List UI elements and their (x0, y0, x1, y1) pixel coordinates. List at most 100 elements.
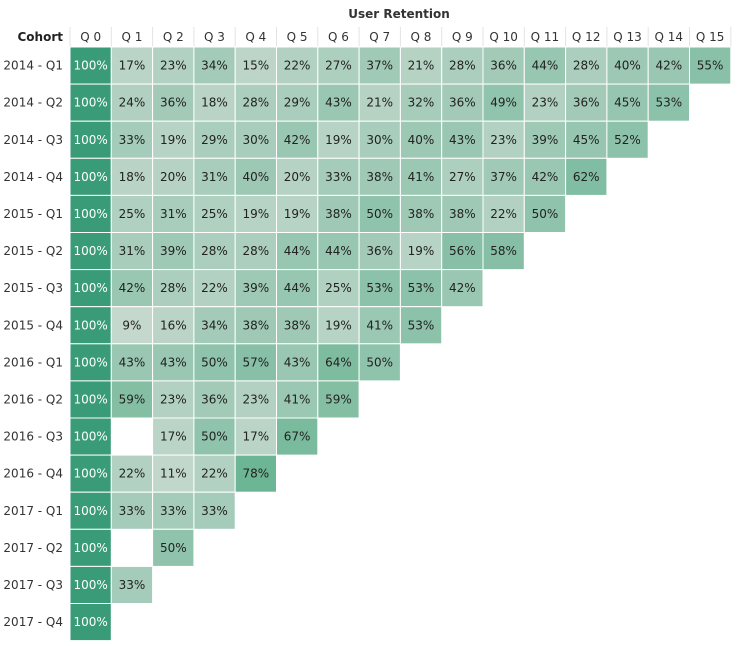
cell-value-label: 100% (74, 244, 108, 258)
heatmap-cell (234, 380, 277, 419)
heatmap-cell (441, 120, 484, 159)
heatmap-cell (565, 120, 608, 159)
cell-value-label: 38% (366, 170, 393, 184)
cell-value-label: 19% (284, 207, 311, 221)
heatmap-cell (565, 157, 608, 196)
heatmap-cells: 100% 17% 23% 34% 15% 22% 27% 37% 21% 28% 36% 44% 28%… (69, 46, 732, 642)
cell-value-label: 19% (242, 207, 269, 221)
heatmap-cell (358, 194, 401, 233)
cell-value-label: 36% (201, 393, 228, 407)
heatmap-cell (441, 232, 484, 271)
column-header: Q 2 (163, 30, 184, 44)
column-header: Q 1 (121, 30, 142, 44)
heatmap-cell (358, 269, 401, 308)
cell-value-label: 44% (325, 244, 352, 258)
heatmap-cell (110, 380, 154, 419)
cell-value-label: 78% (242, 467, 269, 481)
heatmap-cell (523, 194, 567, 233)
heatmap-cell (110, 232, 154, 271)
heatmap-cell (606, 120, 649, 159)
cell-value-label: 41% (284, 393, 311, 407)
heatmap-cell (110, 565, 154, 605)
cell-value-label: 40% (614, 59, 641, 73)
cell-value-label: 24% (119, 96, 146, 110)
heatmap-cell (647, 83, 691, 122)
row-label: 2016 - Q2 (3, 393, 63, 407)
cell-value-label: 38% (408, 207, 435, 221)
column-header: Q 10 (489, 30, 518, 44)
cell-value-label: 42% (655, 59, 682, 73)
heatmap-cell (69, 417, 112, 456)
cell-value-label: 100% (74, 355, 108, 369)
heatmap-cell (69, 306, 112, 345)
row-labels: 2014 - Q1 2014 - Q2 2014 - Q3 2014 - Q4 2015… (3, 59, 63, 630)
heatmap-cell (317, 83, 360, 122)
heatmap-cell (69, 343, 112, 382)
heatmap-cell (276, 83, 319, 122)
heatmap-cell (152, 306, 195, 345)
cell-value-label: 41% (408, 170, 435, 184)
row-label: 2014 - Q4 (3, 170, 63, 184)
heatmap-cell (193, 343, 236, 382)
cell-value-label: 100% (74, 318, 108, 332)
column-header: Q 12 (572, 30, 601, 44)
heatmap-cell (69, 454, 112, 493)
cell-value-label: 67% (284, 430, 311, 444)
cell-value-label: 23% (160, 59, 187, 73)
column-header: Q 5 (287, 30, 308, 44)
cell-value-label: 28% (573, 59, 600, 73)
cell-value-label: 11% (160, 467, 187, 481)
heatmap-cell (234, 83, 277, 122)
row-label: 2017 - Q4 (3, 615, 63, 629)
cell-value-label: 58% (490, 244, 517, 258)
row-label: 2015 - Q4 (3, 318, 63, 332)
cell-value-label: 23% (490, 133, 517, 147)
cell-value-label: 23% (160, 393, 187, 407)
cell-value-label: 28% (201, 244, 228, 258)
heatmap-cell (317, 269, 360, 308)
cell-value-label: 44% (284, 244, 311, 258)
cell-value-label: 40% (408, 133, 435, 147)
cell-value-label: 100% (74, 59, 108, 73)
cell-value-label: 38% (284, 318, 311, 332)
heatmap-cell (647, 46, 691, 85)
cell-value-label: 39% (242, 281, 269, 295)
cell-value-label: 28% (242, 244, 269, 258)
heatmap-cell (399, 306, 443, 345)
cell-value-label: 30% (366, 133, 393, 147)
heatmap-cell (152, 157, 195, 196)
cell-value-label: 21% (408, 59, 435, 73)
heatmap-cell (152, 46, 195, 85)
heatmap-cell (193, 454, 236, 493)
cell-value-label: 18% (201, 96, 228, 110)
cell-value-label: 41% (366, 318, 393, 332)
heatmap-cell (152, 528, 195, 567)
column-headers: Q 0 Q 1 Q 2 Q 3 Q 4 Q 5 Q 6 Q 7 Q 8 Q 9 Q 10 Q 11 Q … (69, 27, 732, 47)
cell-value-label: 28% (449, 59, 476, 73)
heatmap-cell (193, 380, 236, 419)
heatmap-cell (441, 157, 484, 196)
row-label: 2017 - Q3 (3, 578, 63, 592)
cell-value-label: 42% (532, 170, 559, 184)
cell-value-label: 43% (119, 355, 146, 369)
heatmap-cell (358, 343, 401, 382)
cell-value-label: 29% (201, 133, 228, 147)
heatmap-cell (276, 306, 319, 345)
cell-value-label: 36% (160, 96, 187, 110)
cell-value-label: 59% (325, 393, 352, 407)
heatmap-cell (276, 343, 319, 382)
heatmap-cell (69, 380, 112, 419)
cell-value-label: 36% (490, 59, 517, 73)
cell-value-label: 50% (366, 207, 393, 221)
heatmap-cell (399, 157, 443, 196)
cell-value-label: 17% (160, 430, 187, 444)
cell-value-label: 30% (242, 133, 269, 147)
cell-value-label: 45% (614, 96, 641, 110)
column-header: Q 4 (245, 30, 266, 44)
heatmap-cell (152, 120, 195, 159)
heatmap-cell (193, 269, 236, 308)
row-label: 2014 - Q2 (3, 96, 63, 110)
cell-value-label: 42% (119, 281, 146, 295)
heatmap-cell (110, 343, 154, 382)
heatmap-cell (193, 491, 236, 530)
